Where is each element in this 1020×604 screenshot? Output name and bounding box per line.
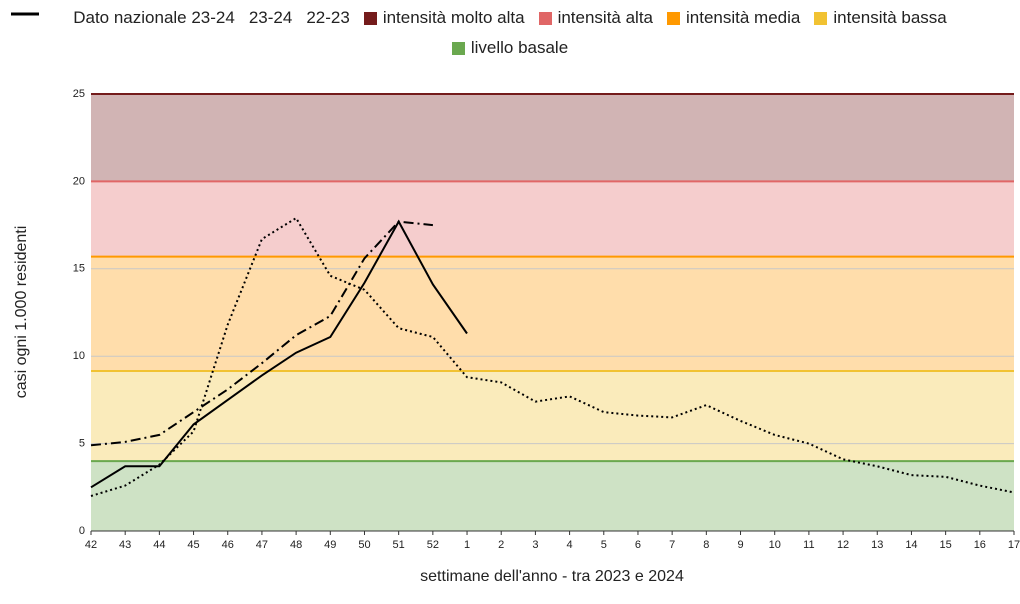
legend-marker <box>11 12 39 16</box>
x-tick-label: 46 <box>222 539 234 551</box>
x-tick-label: 45 <box>187 539 199 551</box>
legend-item: intensità molto alta <box>363 8 525 28</box>
legend-swatch <box>667 11 681 25</box>
legend-swatch <box>814 11 828 25</box>
legend-label: livello basale <box>470 38 569 57</box>
legend-item: intensità alta <box>538 8 654 28</box>
y-tick-label: 15 <box>73 263 85 275</box>
x-tick-label: 11 <box>803 539 814 551</box>
x-tick-label: 50 <box>358 539 370 551</box>
x-tick-label: 5 <box>601 539 607 551</box>
legend-label: intensità media <box>686 8 801 27</box>
y-tick-label: 25 <box>73 88 85 100</box>
legend-label: Dato nazionale 23-24 <box>73 8 235 27</box>
x-tick-label: 2 <box>498 539 504 551</box>
x-tick-label: 17 <box>1008 539 1020 551</box>
x-tick-label: 12 <box>837 539 849 551</box>
y-tick-label: 5 <box>79 438 85 450</box>
legend: Dato nazionale 23-24 23-24 22-23 intensità … <box>10 8 1010 58</box>
legend-swatch <box>538 11 552 25</box>
x-tick-label: 1 <box>464 539 470 551</box>
x-tick-label: 51 <box>393 539 405 551</box>
intensity-band <box>91 461 1014 531</box>
legend-label: intensità molto alta <box>382 8 525 27</box>
y-tick-label: 20 <box>73 175 85 187</box>
x-tick-label: 52 <box>427 539 439 551</box>
legend-label: 22-23 <box>306 8 350 27</box>
x-tick-label: 43 <box>119 539 131 551</box>
x-tick-label: 48 <box>290 539 302 551</box>
legend-swatch <box>451 41 465 55</box>
legend-item: intensità media <box>667 8 800 28</box>
intensity-band <box>91 371 1014 462</box>
series-line <box>90 220 434 447</box>
x-tick-label: 44 <box>153 539 165 551</box>
x-tick-label: 10 <box>769 539 781 551</box>
legend-item: intensità bassa <box>814 8 947 28</box>
x-tick-label: 42 <box>85 539 97 551</box>
y-tick-label: 0 <box>79 525 85 537</box>
intensity-band <box>91 256 1014 372</box>
x-tick-label: 13 <box>871 539 883 551</box>
x-tick-label: 49 <box>324 539 336 551</box>
x-tick-label: 7 <box>669 539 675 551</box>
series-line <box>90 219 468 489</box>
x-tick-label: 6 <box>635 539 641 551</box>
x-tick-label: 3 <box>532 539 538 551</box>
x-tick-label: 15 <box>940 539 952 551</box>
x-tick-label: 14 <box>905 539 917 551</box>
x-tick-label: 8 <box>703 539 709 551</box>
x-tick-label: 16 <box>974 539 986 551</box>
legend-label: intensità bassa <box>833 8 947 27</box>
x-tick-label: 9 <box>737 539 743 551</box>
series-line <box>90 216 1015 497</box>
y-axis-title: casi ogni 1.000 residenti <box>13 226 30 399</box>
intensity-band <box>91 94 1014 182</box>
x-tick-label: 47 <box>256 539 268 551</box>
legend-label: intensità alta <box>557 8 654 27</box>
x-axis-title: settimane dell'anno - tra 2023 e 2024 <box>420 568 684 585</box>
intensity-band <box>91 181 1014 257</box>
legend-item: livello basale <box>451 38 569 58</box>
legend-swatch <box>363 11 377 25</box>
legend-label: 23-24 <box>248 8 293 27</box>
x-tick-label: 4 <box>567 539 573 551</box>
y-tick-label: 10 <box>73 350 85 362</box>
legend-item: 22-23 <box>11 8 350 28</box>
